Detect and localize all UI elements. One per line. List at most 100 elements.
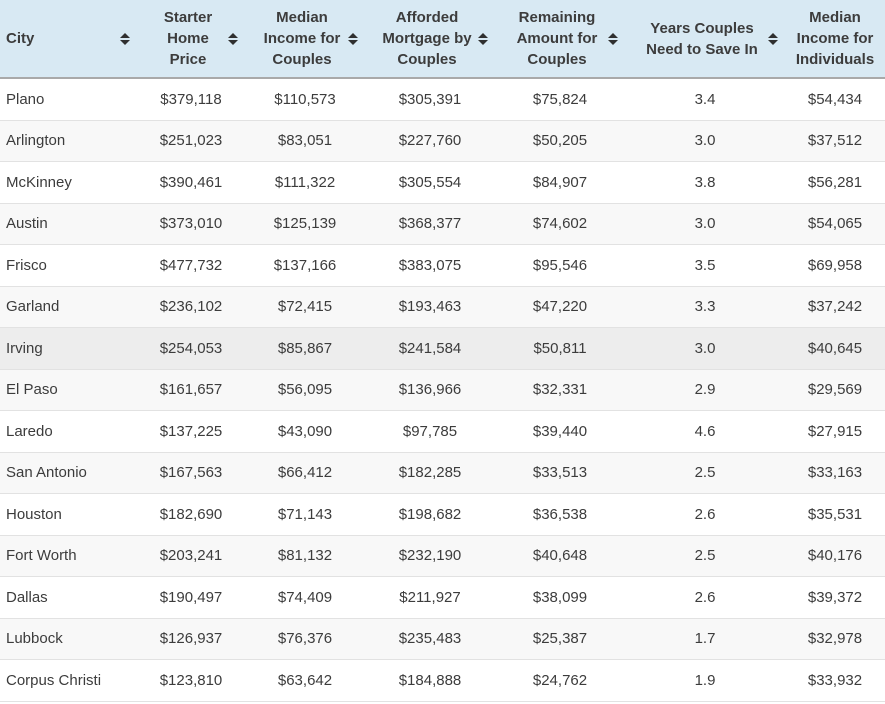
value-cell: 2.5 bbox=[625, 535, 785, 577]
value-cell: $47,220 bbox=[495, 286, 625, 328]
value-cell: $54,434 bbox=[785, 78, 885, 121]
value-cell: 3.8 bbox=[625, 161, 785, 204]
city-cell: San Antonio bbox=[0, 452, 137, 494]
value-cell: $37,512 bbox=[785, 120, 885, 162]
table-row-plano[interactable]: Plano $379,118 $110,573 $305,391 $75,824 3.4 $… bbox=[0, 78, 885, 121]
table-row-garland[interactable]: Garland $236,102 $72,415 $193,463 $47,220 3.3… bbox=[0, 286, 885, 328]
value-cell: $66,412 bbox=[245, 452, 365, 494]
value-cell: $193,463 bbox=[365, 286, 495, 328]
column-header-starter-home-price[interactable]: Starter Home Price bbox=[137, 0, 245, 79]
value-cell: 2.6 bbox=[625, 493, 785, 536]
value-cell: $84,907 bbox=[495, 161, 625, 204]
value-cell: $477,732 bbox=[137, 244, 245, 287]
sort-icon bbox=[608, 32, 618, 45]
value-cell: $373,010 bbox=[137, 203, 245, 245]
value-cell: 2.9 bbox=[625, 369, 785, 411]
value-cell: $203,241 bbox=[137, 535, 245, 577]
city-cell: El Paso bbox=[0, 369, 137, 411]
value-cell: 3.0 bbox=[625, 120, 785, 162]
city-cell: Laredo bbox=[0, 410, 137, 453]
table-row-houston[interactable]: Houston $182,690 $71,143 $198,682 $36,538 2.6… bbox=[0, 493, 885, 536]
header-row: City Starter Home Price Median Income for … bbox=[0, 0, 885, 79]
value-cell: $305,554 bbox=[365, 161, 495, 204]
value-cell: $50,811 bbox=[495, 327, 625, 370]
value-cell: $95,546 bbox=[495, 244, 625, 287]
value-cell: $75,824 bbox=[495, 78, 625, 121]
table-row-fort-worth[interactable]: Fort Worth $203,241 $81,132 $232,190 $40,648… bbox=[0, 535, 885, 577]
value-cell: $25,387 bbox=[495, 618, 625, 660]
sort-icon bbox=[120, 32, 130, 45]
table-row-arlington[interactable]: Arlington $251,023 $83,051 $227,760 $50,205 3… bbox=[0, 120, 885, 162]
column-header-label: City bbox=[6, 30, 35, 47]
value-cell: $85,867 bbox=[245, 327, 365, 370]
sort-icon bbox=[768, 32, 778, 45]
value-cell: $40,176 bbox=[785, 535, 885, 577]
column-header-median-income-for-individuals[interactable]: Median Income for Individuals bbox=[785, 0, 885, 79]
value-cell: 3.5 bbox=[625, 244, 785, 287]
value-cell: $56,281 bbox=[785, 161, 885, 204]
table-row-dallas[interactable]: Dallas $190,497 $74,409 $211,927 $38,099 2.6 $… bbox=[0, 576, 885, 619]
value-cell: $43,090 bbox=[245, 410, 365, 453]
value-cell: $184,888 bbox=[365, 659, 495, 702]
value-cell: $40,645 bbox=[785, 327, 885, 370]
table-row-lubbock[interactable]: Lubbock $126,937 $76,376 $235,483 $25,387 1.7… bbox=[0, 618, 885, 660]
value-cell: $24,762 bbox=[495, 659, 625, 702]
column-header-label: Remaining Amount for Couples bbox=[516, 9, 598, 68]
table-row-laredo[interactable]: Laredo $137,225 $43,090 $97,785 $39,440 4.6 $2… bbox=[0, 410, 885, 453]
value-cell: $126,937 bbox=[137, 618, 245, 660]
value-cell: $40,648 bbox=[495, 535, 625, 577]
value-cell: 3.0 bbox=[625, 203, 785, 245]
value-cell: $27,915 bbox=[785, 410, 885, 453]
value-cell: $123,810 bbox=[137, 659, 245, 702]
sort-icon bbox=[348, 32, 358, 45]
value-cell: $111,322 bbox=[245, 161, 365, 204]
column-header-label: Median Income for Individuals bbox=[795, 9, 875, 68]
column-header-label: Starter Home Price bbox=[163, 9, 213, 68]
table-row-mckinney[interactable]: McKinney $390,461 $111,322 $305,554 $84,907 3… bbox=[0, 161, 885, 204]
value-cell: $33,932 bbox=[785, 659, 885, 702]
column-header-remaining-amount-for-couples[interactable]: Remaining Amount for Couples bbox=[495, 0, 625, 79]
value-cell: $368,377 bbox=[365, 203, 495, 245]
table-row-el-paso[interactable]: El Paso $161,657 $56,095 $136,966 $32,331 2.9… bbox=[0, 369, 885, 411]
city-cell: Lubbock bbox=[0, 618, 137, 660]
value-cell: $251,023 bbox=[137, 120, 245, 162]
value-cell: 3.0 bbox=[625, 327, 785, 370]
value-cell: $74,409 bbox=[245, 576, 365, 619]
city-cell: Arlington bbox=[0, 120, 137, 162]
value-cell: $167,563 bbox=[137, 452, 245, 494]
value-cell: $390,461 bbox=[137, 161, 245, 204]
value-cell: $38,099 bbox=[495, 576, 625, 619]
value-cell: $235,483 bbox=[365, 618, 495, 660]
value-cell: $76,376 bbox=[245, 618, 365, 660]
column-header-afforded-mortgage-by-couples[interactable]: Afforded Mortgage by Couples bbox=[365, 0, 495, 79]
table-row-corpus-christi[interactable]: Corpus Christi $123,810 $63,642 $184,888 $24… bbox=[0, 659, 885, 702]
table-row-irving[interactable]: Irving $254,053 $85,867 $241,584 $50,811 3.0 $… bbox=[0, 327, 885, 370]
value-cell: $136,966 bbox=[365, 369, 495, 411]
value-cell: $383,075 bbox=[365, 244, 495, 287]
value-cell: $305,391 bbox=[365, 78, 495, 121]
value-cell: $254,053 bbox=[137, 327, 245, 370]
city-cell: Dallas bbox=[0, 576, 137, 619]
city-cell: McKinney bbox=[0, 161, 137, 204]
table-row-san-antonio[interactable]: San Antonio $167,563 $66,412 $182,285 $33,51… bbox=[0, 452, 885, 494]
value-cell: $69,958 bbox=[785, 244, 885, 287]
column-header-label: Years Couples Need to Save In bbox=[646, 19, 758, 58]
table-row-frisco[interactable]: Frisco $477,732 $137,166 $383,075 $95,546 3.5… bbox=[0, 244, 885, 287]
city-cell: Fort Worth bbox=[0, 535, 137, 577]
value-cell: $63,642 bbox=[245, 659, 365, 702]
value-cell: $83,051 bbox=[245, 120, 365, 162]
value-cell: 1.7 bbox=[625, 618, 785, 660]
table-body: Plano $379,118 $110,573 $305,391 $75,824 3.4 $… bbox=[0, 78, 885, 702]
value-cell: $36,538 bbox=[495, 493, 625, 536]
value-cell: $32,978 bbox=[785, 618, 885, 660]
column-header-median-income-for-couples[interactable]: Median Income for Couples bbox=[245, 0, 365, 79]
value-cell: $72,415 bbox=[245, 286, 365, 328]
column-header-years-couples-need-to-save-in[interactable]: Years Couples Need to Save In bbox=[625, 0, 785, 79]
table-row-austin[interactable]: Austin $373,010 $125,139 $368,377 $74,602 3.0… bbox=[0, 203, 885, 245]
value-cell: 2.5 bbox=[625, 452, 785, 494]
value-cell: $227,760 bbox=[365, 120, 495, 162]
column-header-label: Median Income for Couples bbox=[263, 9, 341, 68]
column-header-label: Afforded Mortgage by Couples bbox=[382, 9, 472, 68]
column-header-city[interactable]: City bbox=[0, 0, 137, 79]
value-cell: $81,132 bbox=[245, 535, 365, 577]
